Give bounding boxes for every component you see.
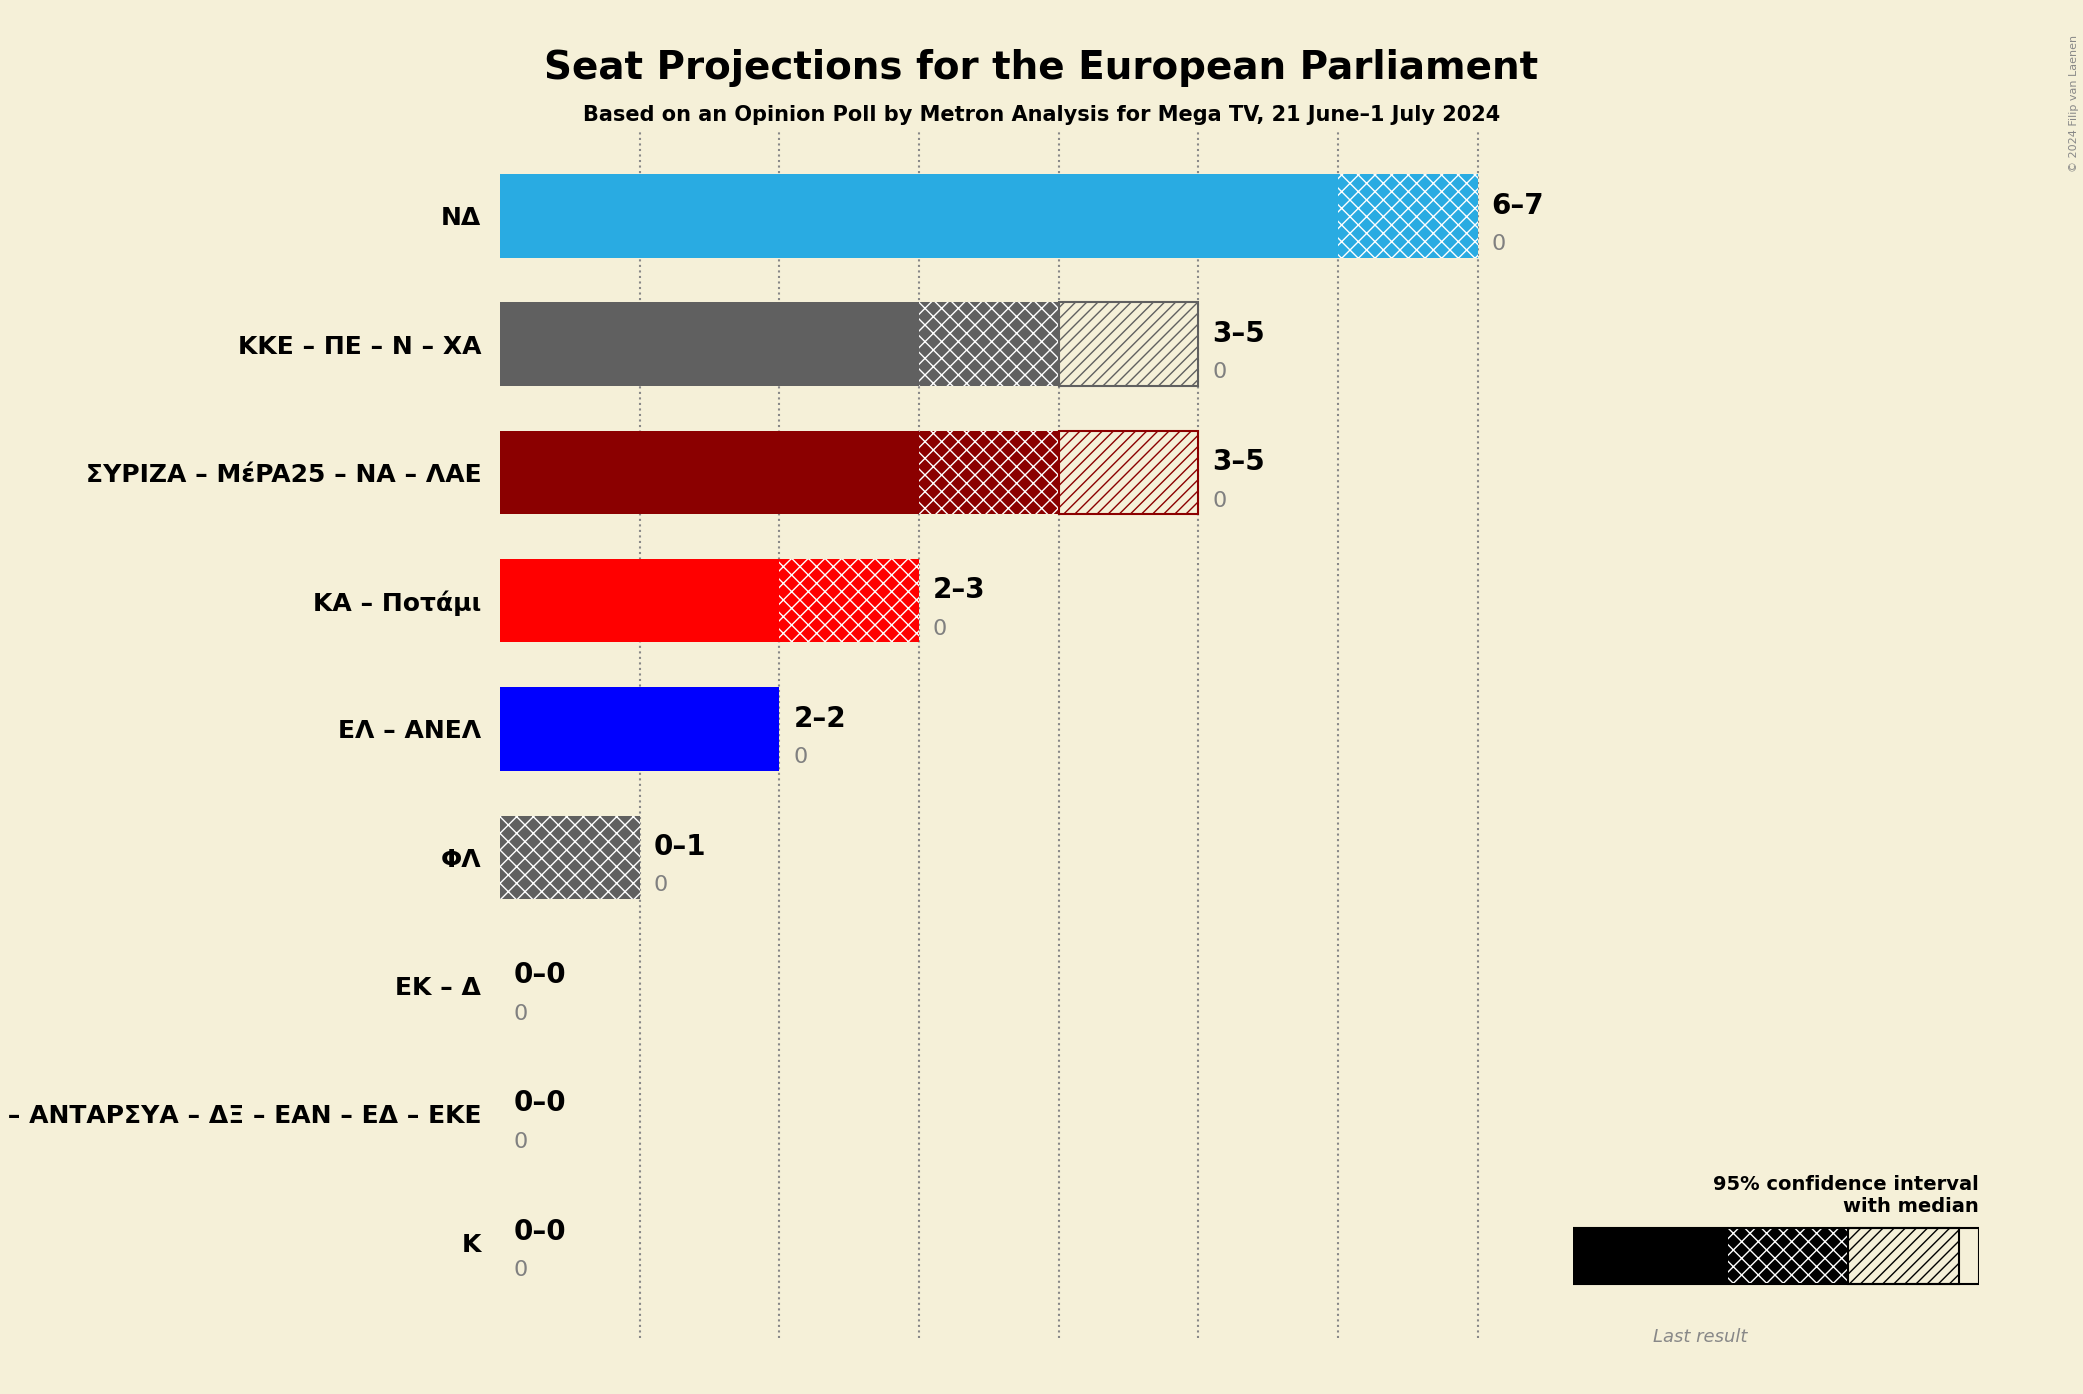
Text: 0: 0 [1491, 234, 1506, 254]
Text: 0: 0 [515, 1004, 529, 1023]
Text: Last result: Last result [1654, 1328, 1748, 1347]
Text: 0: 0 [1212, 362, 1227, 382]
Bar [1337, 174, 1477, 258]
Text: 0: 0 [654, 875, 669, 895]
Text: 0: 0 [1212, 491, 1227, 510]
Bar [1848, 1228, 1958, 1284]
Text: 0: 0 [515, 1260, 529, 1280]
Bar [1058, 302, 1198, 386]
Bar [500, 302, 919, 386]
Bar [1058, 431, 1198, 514]
Text: 3–5: 3–5 [1212, 447, 1264, 477]
Text: 95% confidence interval
with median: 95% confidence interval with median [1712, 1175, 1979, 1216]
Bar [500, 559, 779, 643]
Text: Based on an Opinion Poll by Metron Analysis for Mega TV, 21 June–1 July 2024: Based on an Opinion Poll by Metron Analy… [583, 105, 1500, 124]
Text: 0: 0 [515, 1132, 529, 1151]
Text: 0: 0 [794, 747, 808, 767]
Bar [1573, 1228, 1729, 1284]
Bar [500, 174, 1337, 258]
Text: 0–1: 0–1 [654, 834, 706, 861]
Bar [919, 431, 1058, 514]
Text: Seat Projections for the European Parliament: Seat Projections for the European Parlia… [544, 49, 1539, 86]
Bar [1573, 1228, 1979, 1284]
Bar [500, 431, 919, 514]
Text: 0: 0 [933, 619, 948, 638]
Text: 0–0: 0–0 [515, 962, 567, 990]
Bar [500, 687, 779, 771]
Bar [1729, 1228, 1848, 1284]
Bar [500, 815, 639, 899]
Text: 3–5: 3–5 [1212, 319, 1264, 348]
Bar [779, 559, 919, 643]
Text: 0–0: 0–0 [515, 1090, 567, 1118]
Text: 6–7: 6–7 [1491, 191, 1544, 219]
Text: © 2024 Filip van Laenen: © 2024 Filip van Laenen [2068, 35, 2079, 171]
Bar [919, 302, 1058, 386]
Text: 0–0: 0–0 [515, 1218, 567, 1246]
Text: 2–3: 2–3 [933, 576, 985, 605]
Bar [1058, 431, 1198, 514]
Bar [1058, 302, 1198, 386]
Text: 2–2: 2–2 [794, 704, 846, 733]
